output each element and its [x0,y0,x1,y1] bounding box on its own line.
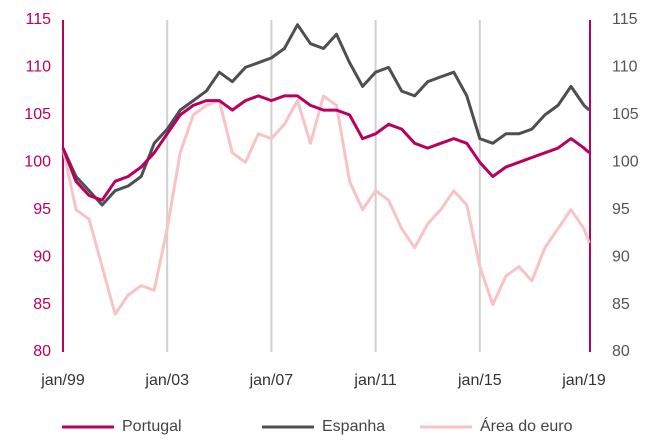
legend-label: Portugal [122,418,182,435]
y2-tick-label: 85 [612,296,630,313]
series-line [61,94,591,316]
y2-tick-label: 90 [612,248,630,265]
x-tick-label: jan/07 [249,372,294,389]
y-tick-label: 95 [33,201,51,218]
x-tick-label: jan/03 [144,372,189,389]
y2-tick-label: 115 [612,11,638,28]
y-tick-label: 80 [33,343,51,360]
y2-tick-label: 100 [612,154,639,171]
series-line [61,23,591,207]
y-tick-label: 110 [25,59,51,76]
y-tick-label: 85 [33,296,51,313]
y2-tick-label: 80 [612,343,630,360]
y2-tick-label: 110 [612,59,638,76]
x-tick-label: jan/11 [353,372,397,389]
y2-tick-label: 95 [612,201,630,218]
legend-label: Espanha [322,418,385,435]
x-tick-label: jan/19 [561,372,606,389]
y2-tick-label: 105 [612,106,639,123]
x-tick-label: jan/99 [40,372,85,389]
x-tick-label: jan/15 [457,372,502,389]
y-tick-label: 105 [24,106,51,123]
series-line [61,94,591,202]
y-tick-label: 115 [25,11,51,28]
legend-label: Área do euro [480,416,573,435]
y-tick-label: 100 [24,154,51,171]
y-tick-label: 90 [33,248,51,265]
